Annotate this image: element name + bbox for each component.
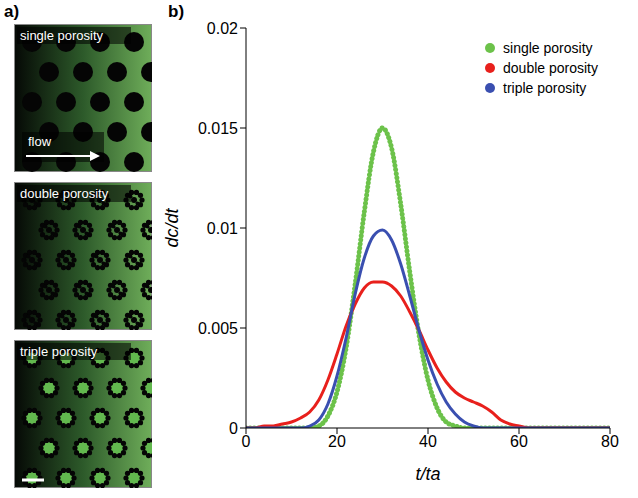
- svg-text:0.01: 0.01: [207, 220, 238, 237]
- svg-text:dc/dt: dc/dt: [162, 207, 182, 247]
- svg-text:40: 40: [419, 433, 437, 450]
- svg-text:t/ta: t/ta: [415, 464, 440, 484]
- svg-text:0.015: 0.015: [198, 120, 238, 137]
- svg-text:0.005: 0.005: [198, 320, 238, 337]
- svg-text:flow: flow: [28, 134, 52, 149]
- html-text:double porosity: double porosity: [503, 60, 598, 76]
- html-text:b): b): [168, 2, 184, 21]
- svg-text:double porosity: double porosity: [20, 186, 109, 201]
- svg-text:20: 20: [328, 433, 346, 450]
- svg-text:80: 80: [601, 433, 619, 450]
- svg-text:0: 0: [242, 433, 251, 450]
- html-text:triple porosity: triple porosity: [503, 80, 587, 96]
- html-text:a): a): [4, 2, 20, 21]
- svg-text:0: 0: [229, 420, 238, 437]
- svg-text:0.02: 0.02: [207, 20, 238, 37]
- html-text:single porosity: single porosity: [503, 40, 593, 56]
- svg-text:single porosity: single porosity: [20, 28, 104, 43]
- svg-text:triple porosity: triple porosity: [20, 344, 98, 359]
- svg-text:60: 60: [510, 433, 528, 450]
